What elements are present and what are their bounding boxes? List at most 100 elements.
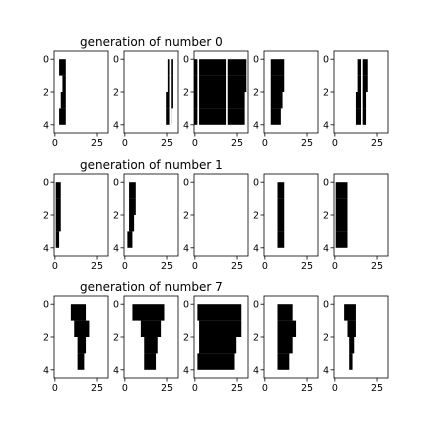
- y-tick-label: 0: [183, 300, 189, 311]
- x-tick-label: 0: [52, 138, 58, 149]
- heatmap-cell-block: [335, 198, 348, 215]
- heatmap-panel: 0 25 0 2 4: [183, 173, 249, 272]
- heatmap-cell-block: [199, 320, 242, 337]
- heatmap-panel: 0 25 0 2 4: [183, 295, 249, 394]
- x-tick-label: 0: [122, 138, 128, 149]
- y-tick-label: 2: [43, 333, 49, 344]
- heatmap-cell-block: [77, 337, 87, 354]
- y-tick-label: 2: [113, 333, 119, 344]
- y-tick-label: 2: [253, 88, 259, 99]
- x-tick-label: 0: [192, 261, 198, 272]
- y-tick-label: 4: [43, 243, 49, 254]
- y-tick-label: 2: [183, 211, 189, 222]
- heatmap-cell-block: [59, 59, 66, 76]
- heatmap-cell-block: [129, 182, 136, 199]
- heatmap-cell-block: [194, 108, 245, 125]
- x-tick-label: 0: [262, 383, 268, 394]
- y-tick-label: 0: [323, 300, 329, 311]
- x-tick-label: 25: [91, 138, 103, 149]
- y-tick-label: 4: [113, 365, 119, 376]
- y-tick-label: 2: [43, 211, 49, 222]
- heatmap-cell-block: [270, 59, 285, 76]
- heatmap-cell-block: [55, 215, 61, 232]
- y-tick-label: 2: [253, 333, 259, 344]
- heatmap-cell-block: [277, 215, 285, 232]
- x-tick-label: 0: [192, 383, 198, 394]
- y-tick-label: 0: [183, 55, 189, 66]
- x-tick-label: 25: [231, 138, 243, 149]
- x-tick-label: 0: [52, 383, 58, 394]
- y-tick-label: 4: [43, 120, 49, 131]
- y-tick-label: 2: [323, 333, 329, 344]
- x-tick-label: 25: [231, 261, 243, 272]
- y-tick-label: 4: [183, 120, 189, 131]
- heatmap-panel: 0 25 0 2 4: [323, 295, 389, 394]
- x-tick-label: 0: [262, 138, 268, 149]
- panel-background: [54, 174, 108, 256]
- x-tick-label: 25: [301, 138, 313, 149]
- heatmap-cell-block: [277, 320, 297, 337]
- x-tick-label: 0: [332, 261, 338, 272]
- y-tick-label: 2: [183, 333, 189, 344]
- heatmap-panel: 0 25 0 2 4: [253, 295, 319, 394]
- row-title: generation of number 7: [80, 280, 223, 294]
- x-tick-label: 25: [161, 383, 173, 394]
- panel-background: [334, 296, 388, 378]
- heatmap-cell-block: [347, 320, 356, 337]
- heatmap-cell-block: [55, 182, 61, 199]
- heatmap-panel: 0 25 0 2 4: [43, 50, 109, 149]
- heatmap-cell-block: [144, 353, 157, 370]
- heatmap-cell-block: [277, 198, 285, 215]
- y-tick-label: 4: [183, 243, 189, 254]
- y-tick-label: 4: [323, 365, 329, 376]
- x-tick-label: 25: [371, 138, 383, 149]
- heatmap-cell-block: [335, 215, 348, 232]
- heatmap-cell-block: [60, 92, 66, 109]
- heatmap-panel: 0 25 0 2 4: [113, 295, 179, 394]
- heatmap-panel: 0 25 0 2 4: [253, 50, 319, 149]
- heatmap-cell-block: [132, 304, 165, 321]
- y-tick-label: 2: [113, 211, 119, 222]
- heatmap-cell-block: [344, 304, 356, 321]
- x-tick-label: 0: [122, 261, 128, 272]
- heatmap-panel: 0 25 0 2 4: [113, 173, 179, 272]
- heatmap-cell-block: [70, 304, 87, 321]
- heatmap-cell-block: [270, 108, 281, 125]
- x-tick-label: 25: [371, 261, 383, 272]
- panel-background: [264, 174, 318, 256]
- heatmap-cell-block: [144, 337, 158, 354]
- heatmap-cell-block: [74, 320, 90, 337]
- heatmap-cell-block: [270, 75, 285, 92]
- heatmap-cell-block: [199, 337, 237, 354]
- y-tick-label: 0: [113, 178, 119, 189]
- heatmap-cell-block: [166, 108, 172, 125]
- heatmap-cell-block: [55, 198, 61, 215]
- y-tick-label: 0: [43, 178, 49, 189]
- y-tick-label: 0: [43, 300, 49, 311]
- y-tick-label: 4: [113, 243, 119, 254]
- y-tick-label: 2: [183, 88, 189, 99]
- heatmap-white-column: [226, 51, 228, 133]
- y-tick-label: 0: [113, 300, 119, 311]
- x-tick-label: 25: [161, 261, 173, 272]
- y-tick-label: 4: [323, 120, 329, 131]
- heatmap-cell-block: [129, 215, 135, 232]
- heatmap-cell-block: [140, 320, 162, 337]
- heatmap-panel: 0 25 0 2 4: [323, 50, 389, 149]
- heatmap-cell-block: [127, 231, 133, 248]
- panel-background: [194, 174, 248, 256]
- y-tick-label: 4: [253, 243, 259, 254]
- x-tick-label: 25: [371, 383, 383, 394]
- heatmap-cell-block: [77, 353, 85, 370]
- heatmap-cell-block: [277, 304, 293, 321]
- x-tick-label: 25: [231, 383, 243, 394]
- heatmap-cell-block: [55, 231, 60, 248]
- heatmap-cell-block: [59, 108, 66, 125]
- heatmap-cell-block: [335, 182, 348, 199]
- x-tick-label: 0: [52, 261, 58, 272]
- y-tick-label: 4: [183, 365, 189, 376]
- heatmap-white-column: [361, 51, 363, 133]
- y-tick-label: 0: [183, 178, 189, 189]
- x-tick-label: 25: [301, 383, 313, 394]
